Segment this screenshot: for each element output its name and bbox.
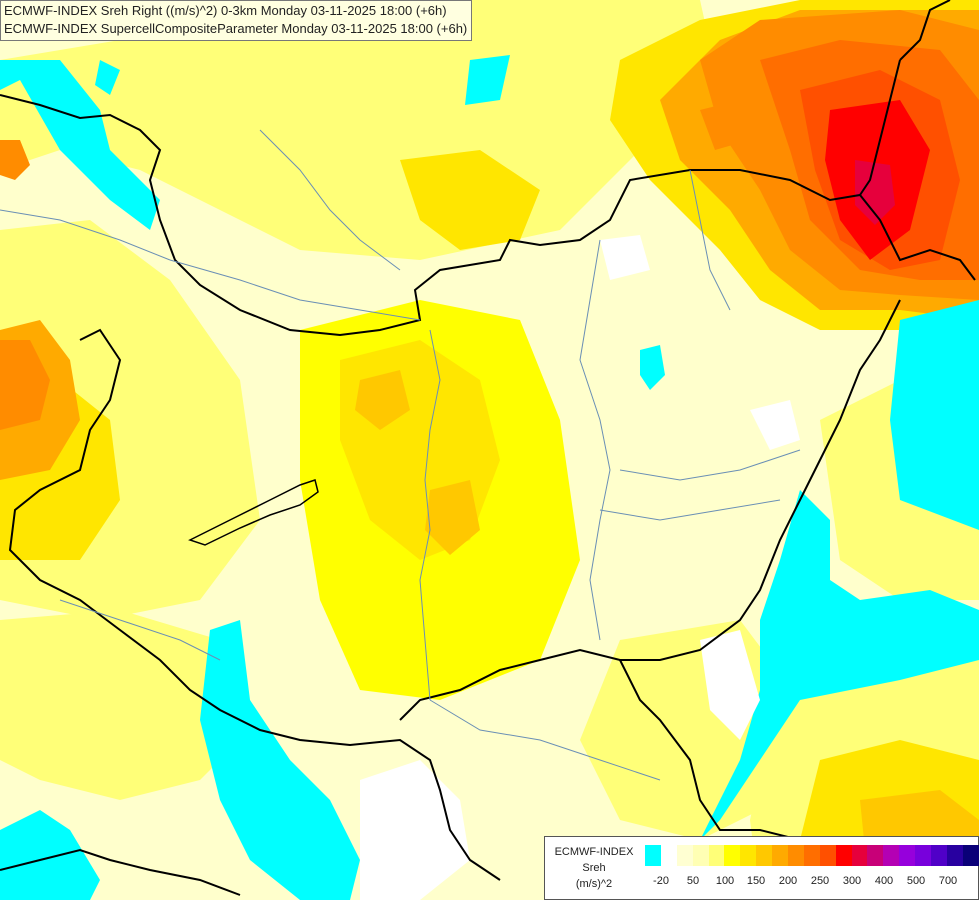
legend-swatch xyxy=(660,845,677,866)
legend-tick-label: 400 xyxy=(874,875,894,887)
river-line-4 xyxy=(619,449,801,481)
legend-swatch xyxy=(692,845,709,866)
river-line-2 xyxy=(579,239,611,641)
area-cyan-southwest xyxy=(200,620,360,900)
river-line-1 xyxy=(419,329,441,701)
patch-amber-center xyxy=(355,370,480,555)
legend-variable: Sreh xyxy=(582,862,606,874)
area-cyan-southeast-band xyxy=(700,490,979,840)
color-legend: ECMWF-INDEX Sreh (m/s)^2 -20 50 100 150 200 2… xyxy=(544,836,979,900)
legend-swatch xyxy=(788,845,804,866)
legend-swatch xyxy=(819,845,836,866)
cell-darkorange-north xyxy=(700,100,750,150)
legend-swatch xyxy=(946,845,963,866)
border-line-northeast xyxy=(859,0,951,196)
legend-swatch xyxy=(740,845,757,866)
legend-tick-label: 100 xyxy=(715,875,735,887)
field-yellow-north xyxy=(0,0,720,260)
map-title-line-2: ECMWF-INDEX SupercellCompositeParameter … xyxy=(4,21,468,36)
river-line-6 xyxy=(259,129,401,271)
legend-tick-label: 150 xyxy=(746,875,766,887)
area-cyan-lake xyxy=(640,345,665,390)
river-line-7 xyxy=(689,169,731,311)
legend-swatch xyxy=(803,845,820,866)
legend-swatch xyxy=(883,845,900,866)
legend-swatch xyxy=(915,845,932,866)
legend-unit: (m/s)^2 xyxy=(575,878,613,890)
area-cyan-southwest-corner xyxy=(0,810,100,900)
legend-source: ECMWF-INDEX xyxy=(554,846,634,858)
legend-tick-label: -20 xyxy=(653,875,669,887)
border-line-west xyxy=(8,328,501,881)
legend-swatch xyxy=(756,845,773,866)
map-title-line-1: ECMWF-INDEX Sreh Right ((m/s)^2) 0-3km M… xyxy=(4,3,447,18)
river-line-3 xyxy=(169,259,421,321)
legend-swatch xyxy=(724,845,741,866)
area-white-south xyxy=(360,760,470,900)
legend-swatch xyxy=(676,845,693,866)
border-line-southeast xyxy=(619,659,801,841)
legend-ticks: -20 50 100 150 200 250 300 400 500 700 xyxy=(645,875,975,889)
area-white-east xyxy=(700,630,760,740)
border-line-east xyxy=(399,299,901,721)
border-line-north xyxy=(0,94,976,337)
legend-tick-label: 250 xyxy=(810,875,830,887)
river-line-5 xyxy=(599,499,781,521)
legend-swatch xyxy=(867,845,884,866)
legend-tick-label: 200 xyxy=(778,875,798,887)
legend-swatch xyxy=(931,845,947,866)
area-cyan-northwest-small xyxy=(95,60,120,95)
area-white-east-small xyxy=(750,400,800,450)
legend-tick-label: 700 xyxy=(938,875,958,887)
river-line-9 xyxy=(429,699,661,781)
legend-swatch xyxy=(851,845,868,866)
river-line-8 xyxy=(0,209,171,261)
legend-swatch xyxy=(708,845,725,866)
area-cyan-east xyxy=(890,300,979,530)
legend-swatch xyxy=(835,845,852,866)
cell-small-west xyxy=(0,140,30,180)
area-cyan-northwest xyxy=(0,0,160,230)
area-white-north xyxy=(600,235,650,280)
legend-tick-label: 500 xyxy=(906,875,926,887)
patch-gold-north xyxy=(400,150,540,250)
field-yellow-southwest xyxy=(0,610,260,800)
legend-swatch xyxy=(899,845,916,866)
legend-swatch xyxy=(645,845,661,866)
map-title-box: ECMWF-INDEX Sreh Right ((m/s)^2) 0-3km M… xyxy=(0,0,473,41)
legend-tick-label: 300 xyxy=(842,875,862,887)
legend-colorbar xyxy=(645,845,979,866)
legend-swatch xyxy=(962,845,979,866)
river-line-10 xyxy=(59,599,221,661)
cell-crimson-northeast xyxy=(855,160,895,225)
border-line-southwest xyxy=(0,848,241,896)
legend-swatch xyxy=(772,845,789,866)
cell-darkorange-west xyxy=(0,340,50,430)
lake-outline xyxy=(188,479,319,546)
legend-tick-label: 50 xyxy=(686,875,700,887)
area-cyan-north xyxy=(465,55,510,105)
